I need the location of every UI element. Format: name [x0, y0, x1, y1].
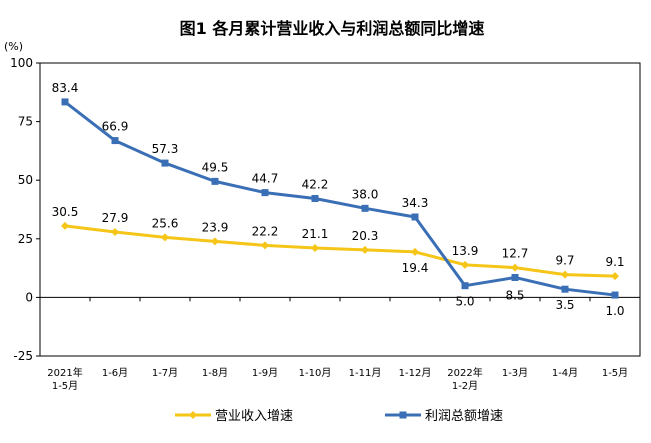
data-label: 57.3	[152, 142, 179, 156]
x-tick-label: 1-5月	[602, 367, 628, 379]
y-axis-unit-label: (%)	[4, 40, 23, 53]
y-tick-label: 25	[18, 232, 33, 246]
x-tick-label: 1-3月	[502, 367, 528, 379]
data-point	[511, 263, 519, 272]
x-tick-label: 1-12月	[399, 367, 432, 379]
data-point	[61, 98, 69, 106]
data-point	[211, 237, 219, 246]
data-labels: 30.5 27.9 25.6 23.9 22.2 21.1 20.3 19.4 13.9 12.7…	[52, 81, 625, 318]
y-tick-label: 0	[25, 290, 33, 304]
data-label: 12.7	[502, 247, 529, 261]
data-point	[261, 189, 269, 197]
data-label: 23.9	[202, 220, 229, 234]
data-point	[611, 291, 619, 299]
data-label: 9.7	[555, 254, 574, 268]
data-point	[461, 282, 469, 290]
data-label: 3.5	[555, 298, 574, 312]
data-label: 25.6	[152, 216, 179, 230]
x-tick-label: 1-7月	[152, 367, 178, 379]
legend-label: 利润总额增速	[425, 409, 503, 424]
x-tick-label: 1-6月	[102, 367, 128, 379]
data-point	[511, 273, 519, 281]
data-label: 9.1	[605, 255, 624, 269]
data-label: 83.4	[52, 81, 79, 95]
data-label: 34.3	[402, 196, 429, 210]
x-tick-label: 1-5月	[52, 380, 78, 392]
legend: 营业收入增速 利润总额增速	[175, 409, 503, 424]
data-label: 19.4	[402, 261, 429, 275]
legend-label: 营业收入增速	[215, 409, 293, 424]
data-point	[161, 233, 169, 242]
data-label: 13.9	[452, 244, 479, 258]
data-point	[361, 204, 369, 212]
data-label: 49.5	[202, 160, 229, 174]
data-label: 20.3	[352, 229, 379, 243]
x-tick-label: 2021年	[47, 366, 82, 379]
data-point	[111, 137, 119, 145]
data-point	[461, 260, 469, 269]
data-point	[361, 245, 369, 254]
data-label: 42.2	[302, 177, 329, 191]
data-label: 1.0	[605, 304, 624, 318]
series-line	[64, 100, 616, 297]
data-point	[161, 159, 169, 167]
series-2	[61, 98, 619, 299]
data-label: 30.5	[52, 205, 79, 219]
y-tick-label: -25	[13, 349, 33, 363]
y-axis: 100 75 50 25 0 -25	[10, 56, 40, 363]
chart-title: 图1 各月累计营业收入与利润总额同比增速	[180, 19, 485, 38]
data-point	[561, 270, 569, 279]
x-tick-label: 1-4月	[552, 367, 578, 379]
data-label: 22.2	[252, 224, 279, 238]
data-label: 38.0	[352, 187, 379, 201]
data-point	[111, 228, 119, 237]
x-tick-label: 1-9月	[252, 367, 278, 379]
y-tick-label: 100	[10, 56, 33, 70]
data-label: 21.1	[302, 227, 329, 241]
data-point	[311, 194, 319, 202]
data-point	[411, 213, 419, 221]
data-label: 66.9	[102, 120, 129, 134]
data-point	[561, 285, 569, 293]
series-line	[64, 224, 616, 278]
x-tick-label: 1-8月	[202, 367, 228, 379]
y-tick-label: 50	[18, 173, 33, 187]
legend-item-2: 利润总额增速	[385, 409, 503, 424]
series-layer	[61, 98, 619, 299]
data-point	[261, 241, 269, 250]
data-point	[411, 247, 419, 256]
legend-item-1: 营业收入增速	[175, 409, 293, 424]
plot-border	[39, 62, 641, 357]
data-point	[61, 221, 69, 230]
data-label: 8.5	[505, 288, 524, 302]
data-point	[211, 177, 219, 185]
y-tick-label: 75	[18, 115, 33, 129]
data-point	[311, 243, 319, 252]
x-tick-label: 1-10月	[299, 367, 332, 379]
data-label: 27.9	[102, 211, 129, 225]
series-1	[61, 221, 619, 281]
x-tick-label: 1-2月	[452, 380, 478, 392]
plot-frame	[39, 62, 641, 357]
x-tick-label: 1-11月	[349, 367, 382, 379]
data-label: 5.0	[455, 295, 474, 309]
x-tick-label: 2022年	[447, 366, 482, 379]
data-label: 44.7	[252, 172, 279, 186]
data-point	[611, 272, 619, 281]
